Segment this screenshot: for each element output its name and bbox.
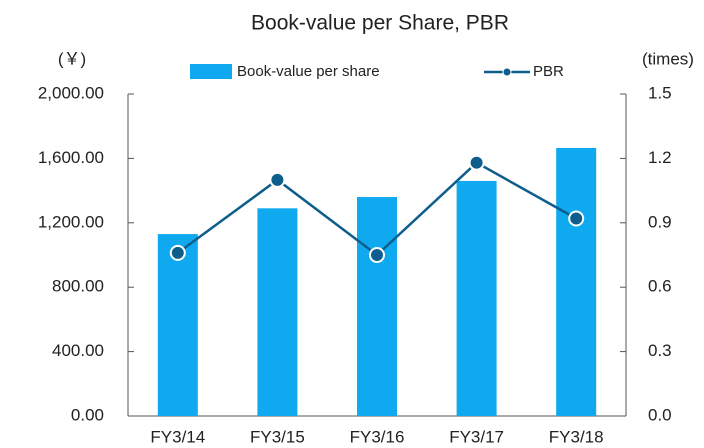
legend-label: Book-value per share	[237, 63, 380, 80]
x-tick-label: FY3/16	[350, 427, 405, 446]
bar	[157, 234, 198, 416]
y-tick-label: 0.00	[71, 405, 104, 424]
x-tick-label: FY3/17	[449, 427, 504, 446]
x-tick-label: FY3/18	[549, 427, 604, 446]
bar	[357, 197, 397, 416]
y-tick-label: 2,000.00	[38, 83, 104, 102]
y-tick-label: 400.00	[52, 341, 104, 360]
legend-swatch	[190, 64, 232, 79]
y-tick-label: 1,600.00	[38, 148, 104, 167]
chart-title: Book-value per Share, PBR	[251, 12, 509, 35]
line-marker	[369, 247, 385, 263]
y2-tick-label: 1.2	[648, 148, 672, 167]
y2-tick-label: 1.5	[648, 83, 672, 102]
line-marker	[169, 244, 186, 261]
x-tick-label: FY3/14	[150, 427, 205, 446]
y-tick-label: 800.00	[52, 277, 104, 296]
y2-axis-label: (times)	[642, 49, 694, 68]
legend-swatch-marker	[502, 67, 512, 77]
y-axis-label: (￥)	[58, 49, 86, 68]
bar	[456, 180, 497, 416]
line-marker	[269, 171, 286, 188]
bar	[257, 208, 298, 416]
line-marker	[468, 154, 485, 171]
y2-tick-label: 0.9	[648, 212, 672, 231]
y2-tick-label: 0.0	[648, 405, 672, 424]
line-marker	[568, 210, 585, 227]
y2-tick-label: 0.6	[648, 277, 672, 296]
y2-tick-label: 0.3	[648, 341, 672, 360]
x-tick-label: FY3/15	[250, 427, 305, 446]
y-tick-label: 1,200.00	[38, 212, 104, 231]
bar	[556, 147, 597, 416]
legend-label: PBR	[533, 63, 564, 80]
